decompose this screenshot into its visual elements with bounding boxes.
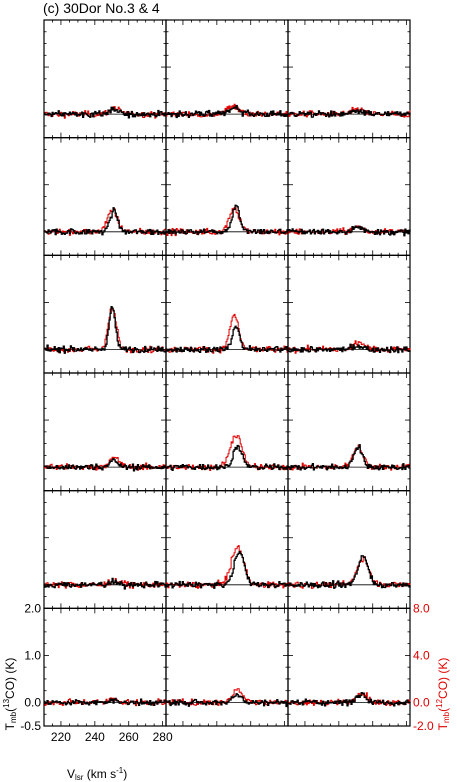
panel-grid xyxy=(43,19,411,727)
y-left-tick-label: 2.0 xyxy=(24,601,41,615)
panel-frame xyxy=(165,137,289,256)
y-right-tick-label: 0.0 xyxy=(413,695,430,709)
panel-frame xyxy=(287,490,411,609)
panel-frame xyxy=(43,254,167,374)
spectrum-panel-r1-c1 xyxy=(43,19,167,139)
series-13co-line xyxy=(44,458,167,472)
spectrum-panel-r1-c2 xyxy=(165,19,289,139)
panel-frame xyxy=(287,607,411,727)
y-axis-left-label: Tmb(13CO) (K) xyxy=(2,658,18,731)
x-tick-label: 220 xyxy=(51,730,71,744)
spectrum-panel-r5-c1 xyxy=(43,490,167,609)
spectrum-panel-r3-c2 xyxy=(165,254,289,374)
spectrum-panel-r3-c3 xyxy=(287,254,411,374)
series-13co-line xyxy=(166,444,289,471)
spectrum-panel-r4-c1 xyxy=(43,372,167,492)
chart-title: (c) 30Dor No.3 & 4 xyxy=(43,0,160,16)
series-13co-line xyxy=(166,550,289,589)
panel-ticks xyxy=(287,137,410,256)
panel-ticks xyxy=(165,19,288,139)
series-13co-line xyxy=(44,577,167,590)
panel-ticks xyxy=(165,490,288,609)
series-13co-line xyxy=(44,207,167,236)
series-13co-line xyxy=(288,444,411,471)
axis-tick-labels: 220 240 260 280 2.0 1.0 0.0 -0.5 8.0 4.0 0.0 -2.0 xyxy=(20,601,434,744)
spectrum-panel-r5-c2 xyxy=(165,490,289,609)
series-13co-line xyxy=(166,693,289,708)
spectrum-panel-r6-c1 xyxy=(43,607,167,727)
series-13co-line xyxy=(166,104,288,119)
y-right-tick-label: -2.0 xyxy=(413,719,434,733)
series-13co-line xyxy=(288,692,411,707)
spectrum-panel-r1-c3 xyxy=(287,19,411,139)
panel-ticks xyxy=(165,254,288,374)
series-13co-line xyxy=(288,555,411,589)
panel-frame xyxy=(43,19,167,139)
y-left-tick-label: -0.5 xyxy=(20,719,41,733)
panel-frame xyxy=(165,372,289,492)
y-right-tick-label: 4.0 xyxy=(413,648,430,662)
panel-frame xyxy=(43,372,167,492)
series-13co-line xyxy=(44,106,167,119)
series-13co-line xyxy=(166,204,289,236)
panel-frame xyxy=(43,137,167,256)
series-13co-line xyxy=(44,697,167,707)
panel-ticks xyxy=(287,490,410,609)
panel-ticks xyxy=(43,254,166,374)
panel-frame xyxy=(165,490,289,609)
series-13co-line xyxy=(166,325,289,354)
panel-ticks xyxy=(43,372,166,492)
spectrum-panel-r2-c2 xyxy=(165,137,289,256)
panel-ticks xyxy=(287,372,410,492)
spectrum-panel-r3-c1 xyxy=(43,254,167,374)
spectrum-panel-r6-c3 xyxy=(287,607,411,727)
x-tick-label: 260 xyxy=(119,730,139,744)
panel-frame xyxy=(165,254,289,374)
x-tick-label: 240 xyxy=(85,730,105,744)
panel-frame xyxy=(165,19,289,139)
panel-frame xyxy=(43,490,167,609)
panel-ticks xyxy=(43,19,166,139)
spectrum-panel-r2-c3 xyxy=(287,137,411,256)
series-13co-line xyxy=(288,109,411,118)
y-left-tick-label: 0.0 xyxy=(24,695,41,709)
spectrum-panel-r2-c1 xyxy=(43,137,167,256)
series-12co-line xyxy=(44,208,167,236)
panel-frame xyxy=(287,372,411,492)
spectrum-panel-r4-c3 xyxy=(287,372,411,492)
panel-frame xyxy=(165,607,289,727)
y-right-tick-label: 8.0 xyxy=(413,601,430,615)
x-axis-label: Vlsr (km s-1) xyxy=(67,766,127,782)
spectrum-panel-r5-c3 xyxy=(287,490,411,609)
y-axis-right-label: Tmb(12CO) (K) xyxy=(435,658,451,731)
panel-frame xyxy=(287,137,411,256)
panel-ticks xyxy=(43,490,166,609)
panel-frame xyxy=(287,19,411,139)
panel-ticks xyxy=(287,19,410,139)
series-13co-line xyxy=(44,306,167,354)
panel-ticks xyxy=(43,607,166,727)
panel-frame xyxy=(43,607,167,727)
spectrum-panel-r4-c2 xyxy=(165,372,289,492)
panel-ticks xyxy=(165,372,288,492)
y-left-tick-label: 1.0 xyxy=(24,648,41,662)
panel-frame xyxy=(287,254,411,374)
panel-ticks xyxy=(165,137,288,256)
x-tick-label: 280 xyxy=(153,730,173,744)
series-13co-line xyxy=(288,343,411,354)
panel-ticks xyxy=(43,137,166,256)
panel-ticks xyxy=(287,254,410,374)
series-13co-line xyxy=(288,225,411,237)
spectrum-panel-r6-c2 xyxy=(165,607,289,727)
panel-ticks xyxy=(287,607,410,727)
panel-ticks xyxy=(165,607,288,727)
